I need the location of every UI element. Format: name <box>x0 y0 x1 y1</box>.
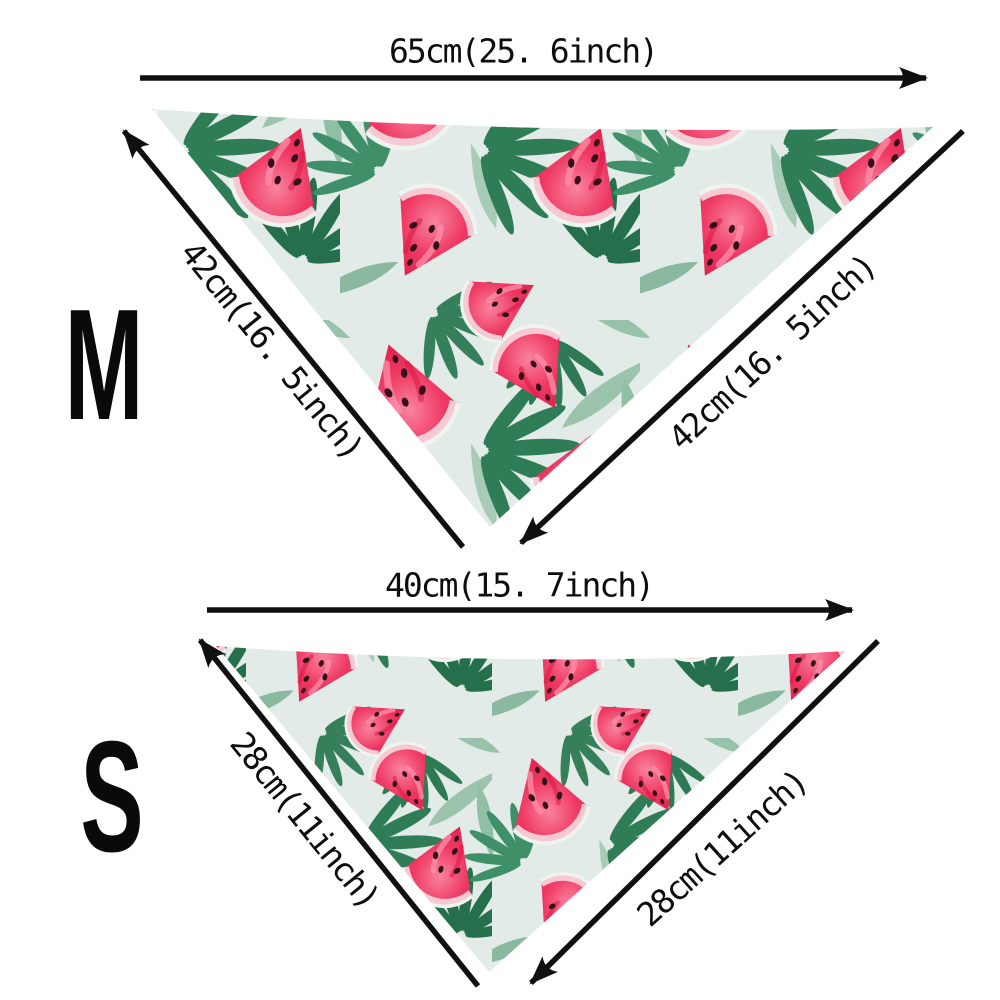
m-right-arrow <box>519 128 965 546</box>
m-left-arrow <box>121 129 466 549</box>
s-left-arrow <box>197 638 481 988</box>
s-right-arrow <box>529 639 880 985</box>
s-top-width-label: 40cm(15. 7inch) <box>384 565 655 605</box>
bandana-s-fabric <box>216 646 846 972</box>
size-m-letter: M <box>64 277 144 453</box>
bandana-m-fabric <box>152 109 933 527</box>
m-top-width-label: 65cm(25. 6inch) <box>388 31 659 71</box>
size-s-letter: S <box>80 709 144 885</box>
s-dimension-arrows <box>197 599 880 988</box>
m-dimension-arrows <box>121 67 965 549</box>
